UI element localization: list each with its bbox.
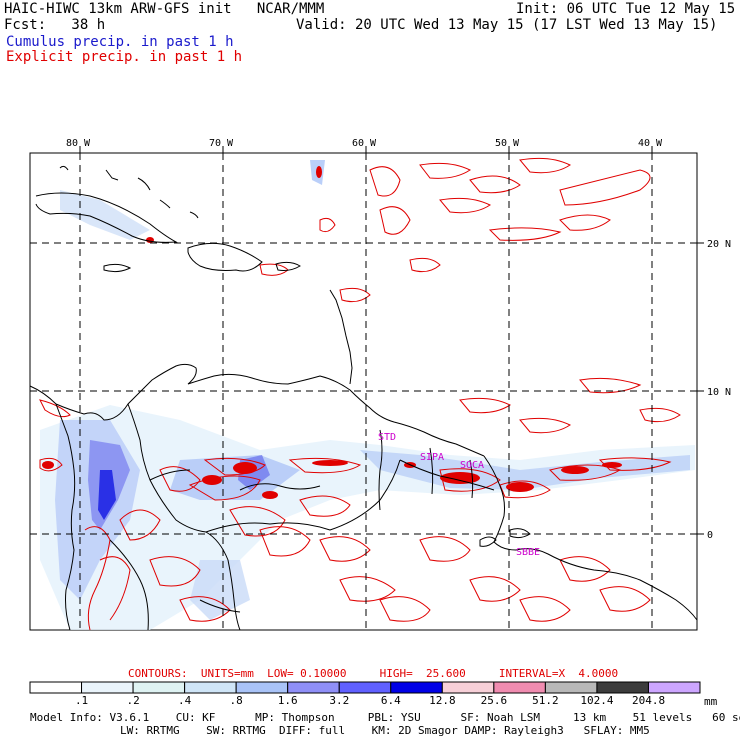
colorbar-tick-label: .8 (229, 694, 243, 707)
colorbar-box (235, 681, 289, 694)
colorbar-boxes (29, 681, 701, 694)
colorbar-tick-label: .4 (178, 694, 192, 707)
colorbar-tick-label: .1 (74, 694, 89, 707)
lat-label-0: 0 (707, 530, 713, 541)
colorbar-box (493, 681, 546, 694)
lat-lon-grid (30, 153, 697, 630)
colorbar-box (647, 681, 701, 694)
model-info-line2: LW: RRTMG SW: RRTMG DIFF: full KM: 2D Sm… (120, 724, 650, 737)
colorbar-box (596, 681, 649, 694)
lat-labels: 20 N 10 N 0 (707, 239, 731, 541)
contours-info: CONTOURS: UNITS=mm LOW= 0.10000 HIGH= 25… (128, 667, 619, 680)
colorbar-tick-label: 51.2 (532, 694, 559, 707)
colorbar-unit: mm (704, 695, 718, 708)
colorbar-box (390, 681, 443, 694)
station-label-sbbe: SBBE (516, 547, 540, 558)
colorbar-tick-label: 25.6 (480, 694, 508, 707)
cumulus-legend: Cumulus precip. in past 1 h (6, 34, 234, 50)
lat-label-10n: 10 N (707, 387, 731, 398)
lon-labels: 80 W 70 W 60 W 50 W 40 W (66, 138, 663, 149)
colorbar-tick-label: 102.4 (580, 694, 614, 707)
lon-label-60w: 60 W (352, 138, 377, 149)
model-info-line1: Model Info: V3.6.1 CU: KF MP: Thompson P… (30, 711, 740, 724)
colorbar-box (132, 681, 186, 694)
init-time: Init: 06 UTC Tue 12 May 15 (516, 1, 736, 17)
lat-label-20n: 20 N (707, 239, 731, 250)
colorbar-tick-label: 3.2 (329, 694, 350, 707)
map-frame-ticks (79, 146, 704, 535)
plot-title: HAIC-HIWC 13km ARW-GFS init NCAR/MMM (4, 1, 325, 17)
colorbar-box (338, 681, 392, 694)
lon-label-40w: 40 W (638, 138, 663, 149)
colorbar-box (544, 681, 598, 694)
forecast-hour: Fcst: 38 h (4, 17, 106, 33)
station-label-soca: SOCA (460, 460, 484, 471)
colorbar-box (184, 681, 237, 694)
lon-label-80w: 80 W (66, 138, 91, 149)
colorbar-tick-label: .2 (126, 694, 140, 707)
valid-time: Valid: 20 UTC Wed 13 May 15 (17 LST Wed … (296, 17, 718, 33)
colorbar-box (81, 681, 134, 694)
lon-label-70w: 70 W (209, 138, 234, 149)
coastlines-and-borders (29, 165, 698, 631)
station-label-std: STD (378, 432, 396, 443)
colorbar-tick-label: 1.6 (277, 694, 298, 707)
colorbar-box (441, 681, 495, 694)
colorbar-tick-label: 6.4 (380, 694, 401, 707)
colorbar-box (287, 681, 340, 694)
station-label-sipa: SIPA (420, 452, 444, 463)
colorbar-tick-label: 12.8 (429, 694, 456, 707)
lon-label-50w: 50 W (495, 138, 520, 149)
explicit-legend: Explicit precip. in past 1 h (6, 49, 243, 65)
colorbar-tick-label: 204.8 (631, 694, 666, 707)
station-labels: STD SIPA SOCA SBBE (378, 432, 540, 558)
colorbar-box (29, 681, 83, 694)
